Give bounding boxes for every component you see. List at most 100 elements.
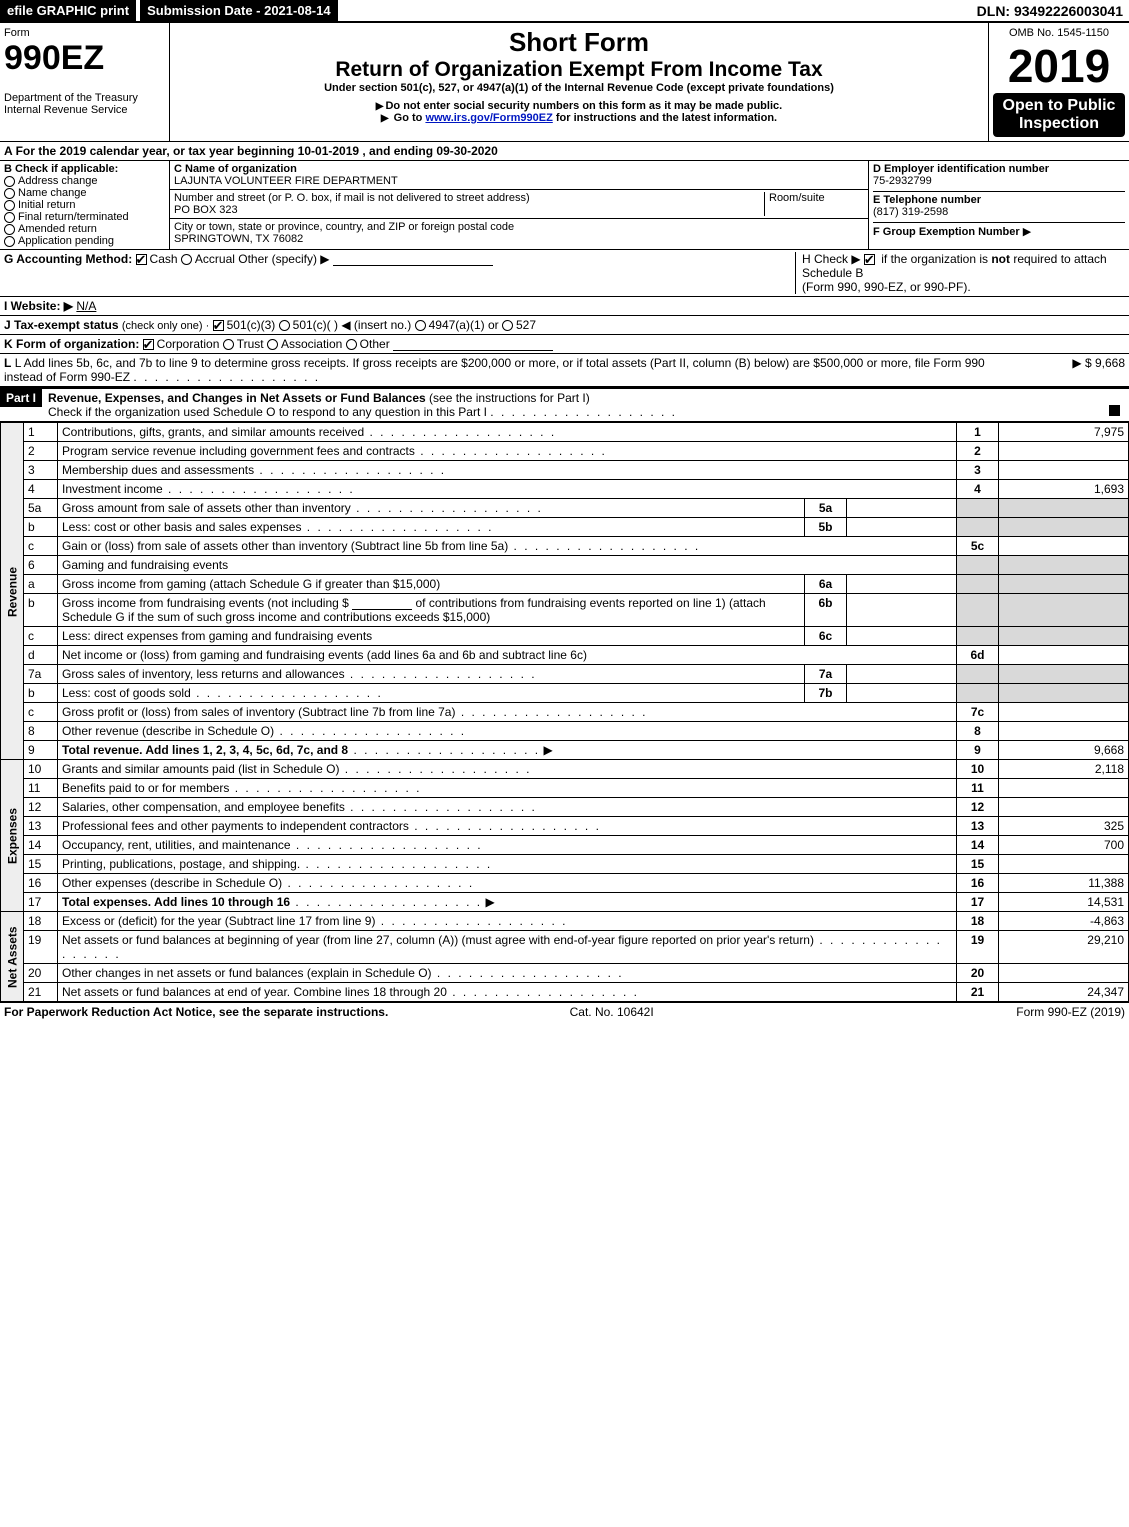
dln-label: DLN: 93492226003041	[971, 1, 1129, 21]
line-14-val: 700	[999, 836, 1129, 855]
c-name-label: C Name of organization	[174, 163, 297, 175]
line-10-val: 2,118	[999, 760, 1129, 779]
line-20-num: 20	[24, 964, 58, 983]
cash-checkbox[interactable]	[136, 254, 147, 265]
part1-schedule-o-checkbox[interactable]	[1109, 405, 1120, 416]
submission-date-button[interactable]: Submission Date - 2021-08-14	[140, 0, 338, 21]
j-4947-radio[interactable]	[415, 320, 426, 331]
line-10-idx: 10	[957, 760, 999, 779]
accounting-method-label: G Accounting Method:	[4, 252, 132, 266]
line-18-val: -4,863	[999, 912, 1129, 931]
line-4-num: 4	[24, 480, 58, 499]
k-label: K Form of organization:	[4, 337, 139, 351]
line-7a-desc: Gross sales of inventory, less returns a…	[62, 667, 345, 681]
line-19-num: 19	[24, 931, 58, 964]
line-6b-num: b	[24, 594, 58, 627]
opt-application-pending: Application pending	[18, 235, 114, 247]
line-19-desc: Net assets or fund balances at beginning…	[62, 933, 814, 947]
form-number: 990EZ	[4, 39, 165, 78]
amended-return-radio[interactable]	[4, 224, 15, 235]
table-row: 3 Membership dues and assessments 3	[1, 461, 1129, 480]
table-row: Revenue 1 Contributions, gifts, grants, …	[1, 423, 1129, 442]
line-7b-mini: 7b	[805, 684, 847, 703]
k-corp-checkbox[interactable]	[143, 339, 154, 350]
j-527-radio[interactable]	[502, 320, 513, 331]
website-row: I Website: ▶ N/A	[0, 297, 1129, 316]
dept-treasury: Department of the Treasury	[4, 92, 165, 104]
line-6a-miniv	[847, 575, 957, 594]
paperwork-notice: For Paperwork Reduction Act Notice, see …	[4, 1005, 388, 1019]
initial-return-radio[interactable]	[4, 200, 15, 211]
line-4-desc: Investment income	[62, 482, 163, 496]
name-change-radio[interactable]	[4, 188, 15, 199]
street-label: Number and street (or P. O. box, if mail…	[174, 192, 530, 204]
room-suite-label: Room/suite	[764, 192, 864, 216]
shaded-cell	[999, 499, 1129, 518]
line-9-val: 9,668	[999, 741, 1129, 760]
line-6b-amount-input[interactable]	[352, 596, 412, 610]
line-2-desc: Program service revenue including govern…	[62, 444, 415, 458]
j-501c-radio[interactable]	[279, 320, 290, 331]
website-value: N/A	[76, 299, 96, 313]
k-trust-radio[interactable]	[223, 339, 234, 350]
k-other-input[interactable]	[393, 337, 553, 351]
j-501c3-checkbox[interactable]	[213, 320, 224, 331]
line-16-idx: 16	[957, 874, 999, 893]
line-4-val: 1,693	[999, 480, 1129, 499]
form-ref: Form 990-EZ (2019)	[1016, 1005, 1125, 1019]
other-specify-label: Other (specify) ▶	[238, 252, 329, 266]
line-20-idx: 20	[957, 964, 999, 983]
line-9-num: 9	[24, 741, 58, 760]
table-row: 16Other expenses (describe in Schedule O…	[1, 874, 1129, 893]
table-row: 5a Gross amount from sale of assets othe…	[1, 499, 1129, 518]
line-18-num: 18	[24, 912, 58, 931]
accrual-radio[interactable]	[181, 254, 192, 265]
table-row: b Gross income from fundraising events (…	[1, 594, 1129, 627]
note-ssn: Do not enter social security numbers on …	[385, 100, 782, 112]
table-row: 17Total expenses. Add lines 10 through 1…	[1, 893, 1129, 912]
line-7c-val	[999, 703, 1129, 722]
efile-print-button[interactable]: efile GRAPHIC print	[0, 0, 136, 21]
shaded-cell	[957, 518, 999, 537]
irs-link[interactable]: www.irs.gov/Form990EZ	[425, 112, 552, 124]
omb-label: OMB No. 1545-1150	[993, 27, 1125, 39]
final-return-radio[interactable]	[4, 212, 15, 223]
line-5a-desc: Gross amount from sale of assets other t…	[62, 501, 351, 515]
l-amount: 9,668	[1095, 356, 1125, 370]
other-specify-input[interactable]	[333, 252, 493, 266]
k-other-radio[interactable]	[346, 339, 357, 350]
check-applicable-label: Check if applicable:	[15, 163, 118, 175]
line-6-desc: Gaming and fundraising events	[58, 556, 957, 575]
k-assoc-radio[interactable]	[267, 339, 278, 350]
line-3-val	[999, 461, 1129, 480]
line-3-desc: Membership dues and assessments	[62, 463, 254, 477]
table-row: d Net income or (loss) from gaming and f…	[1, 646, 1129, 665]
line-6d-val	[999, 646, 1129, 665]
line-2-num: 2	[24, 442, 58, 461]
shaded-cell	[999, 518, 1129, 537]
street-value: PO BOX 323	[174, 204, 238, 216]
accrual-label: Accrual	[195, 252, 235, 266]
line-9-desc: Total revenue. Add lines 1, 2, 3, 4, 5c,…	[62, 743, 348, 757]
table-row: 8 Other revenue (describe in Schedule O)…	[1, 722, 1129, 741]
line-18-desc: Excess or (deficit) for the year (Subtra…	[62, 914, 375, 928]
line-15-idx: 15	[957, 855, 999, 874]
line-3-idx: 3	[957, 461, 999, 480]
line-14-desc: Occupancy, rent, utilities, and maintena…	[62, 838, 291, 852]
line-8-num: 8	[24, 722, 58, 741]
table-row: Expenses 10 Grants and similar amounts p…	[1, 760, 1129, 779]
table-row: a Gross income from gaming (attach Sched…	[1, 575, 1129, 594]
shaded-cell	[957, 627, 999, 646]
cash-label: Cash	[150, 252, 178, 266]
application-pending-radio[interactable]	[4, 236, 15, 247]
address-change-radio[interactable]	[4, 176, 15, 187]
line-15-num: 15	[24, 855, 58, 874]
h-checkbox[interactable]	[864, 254, 875, 265]
ein-value: 75-2932799	[873, 175, 1125, 187]
line-1-desc: Contributions, gifts, grants, and simila…	[62, 425, 364, 439]
note-goto-pre: Go to	[394, 112, 426, 124]
line-13-val: 325	[999, 817, 1129, 836]
form-header: Form 990EZ Department of the Treasury In…	[0, 23, 1129, 142]
line-13-idx: 13	[957, 817, 999, 836]
line-20-val	[999, 964, 1129, 983]
